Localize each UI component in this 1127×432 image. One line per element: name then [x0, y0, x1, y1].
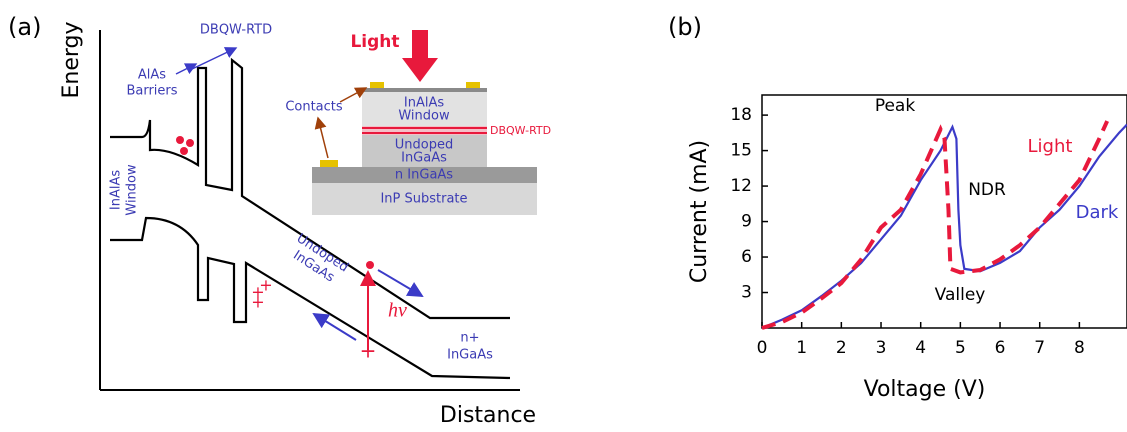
contacts-label: Contacts: [285, 100, 343, 115]
series-label: Dark: [1076, 202, 1119, 223]
y-tick-label: 3: [741, 283, 752, 303]
inset-label: InGaAs: [401, 151, 447, 166]
axis-label: Energy: [59, 21, 84, 98]
x-tick-label: 0: [757, 338, 768, 358]
inset-label: Window: [398, 109, 450, 124]
electron-arrow: [378, 270, 422, 296]
x-tick-label: 6: [995, 338, 1006, 358]
x-tick-label: 3: [876, 338, 887, 358]
x-axis-label: Voltage (V): [864, 377, 986, 402]
x-tick-label: 4: [915, 338, 926, 358]
y-tick-label: 15: [730, 141, 752, 161]
pointer: [190, 48, 236, 70]
photon-label: hν: [388, 300, 407, 322]
x-tick-label: 2: [836, 338, 847, 358]
panel-label: (a): [8, 13, 41, 41]
panel-a: (a) Energy Distance + + + + hν DBQW-RTD …: [8, 13, 551, 428]
barrier-label: Barriers: [126, 84, 177, 99]
inset-label: InP Substrate: [380, 192, 467, 207]
figure: (a) Energy Distance + + + + hν DBQW-RTD …: [0, 0, 1127, 432]
x-tick-label: 7: [1034, 338, 1045, 358]
x-tick-label: 1: [796, 338, 807, 358]
contact: [466, 82, 480, 88]
electron: [176, 136, 184, 144]
inset-label: DBQW-RTD: [490, 124, 551, 137]
axis-label: Distance: [440, 403, 536, 428]
window-label: InAlAs: [109, 170, 124, 210]
electron: [186, 139, 194, 147]
contact: [370, 82, 384, 88]
y-tick-label: 18: [730, 105, 752, 125]
contact: [320, 160, 338, 167]
x-tick-label: 5: [955, 338, 966, 358]
window-label: Window: [125, 164, 140, 216]
cap-layer: [362, 88, 487, 92]
annotation: NDR: [968, 180, 1006, 200]
pointer: [318, 118, 328, 158]
electron: [180, 147, 188, 155]
x-tick-label: 8: [1074, 338, 1085, 358]
light-arrow: [402, 30, 438, 82]
inset-label: n InGaAs: [395, 168, 453, 183]
rtd-label: DBQW-RTD: [200, 23, 272, 38]
series-label: Light: [1028, 136, 1073, 157]
y-tick-label: 9: [741, 212, 752, 232]
electron: [366, 261, 374, 269]
barrier-label: AlAs: [138, 68, 166, 83]
contact-layer-label: InGaAs: [447, 348, 493, 363]
light-label: Light: [350, 32, 399, 52]
hole: +: [251, 293, 264, 312]
y-tick-label: 12: [730, 176, 752, 196]
annotation: Peak: [875, 96, 916, 116]
contact-layer-label: n+: [460, 331, 479, 346]
annotation: Valley: [935, 285, 986, 305]
y-tick-label: 6: [741, 247, 752, 267]
y-axis-label: Current (mA): [687, 140, 712, 283]
panel-label: (b): [668, 13, 702, 41]
